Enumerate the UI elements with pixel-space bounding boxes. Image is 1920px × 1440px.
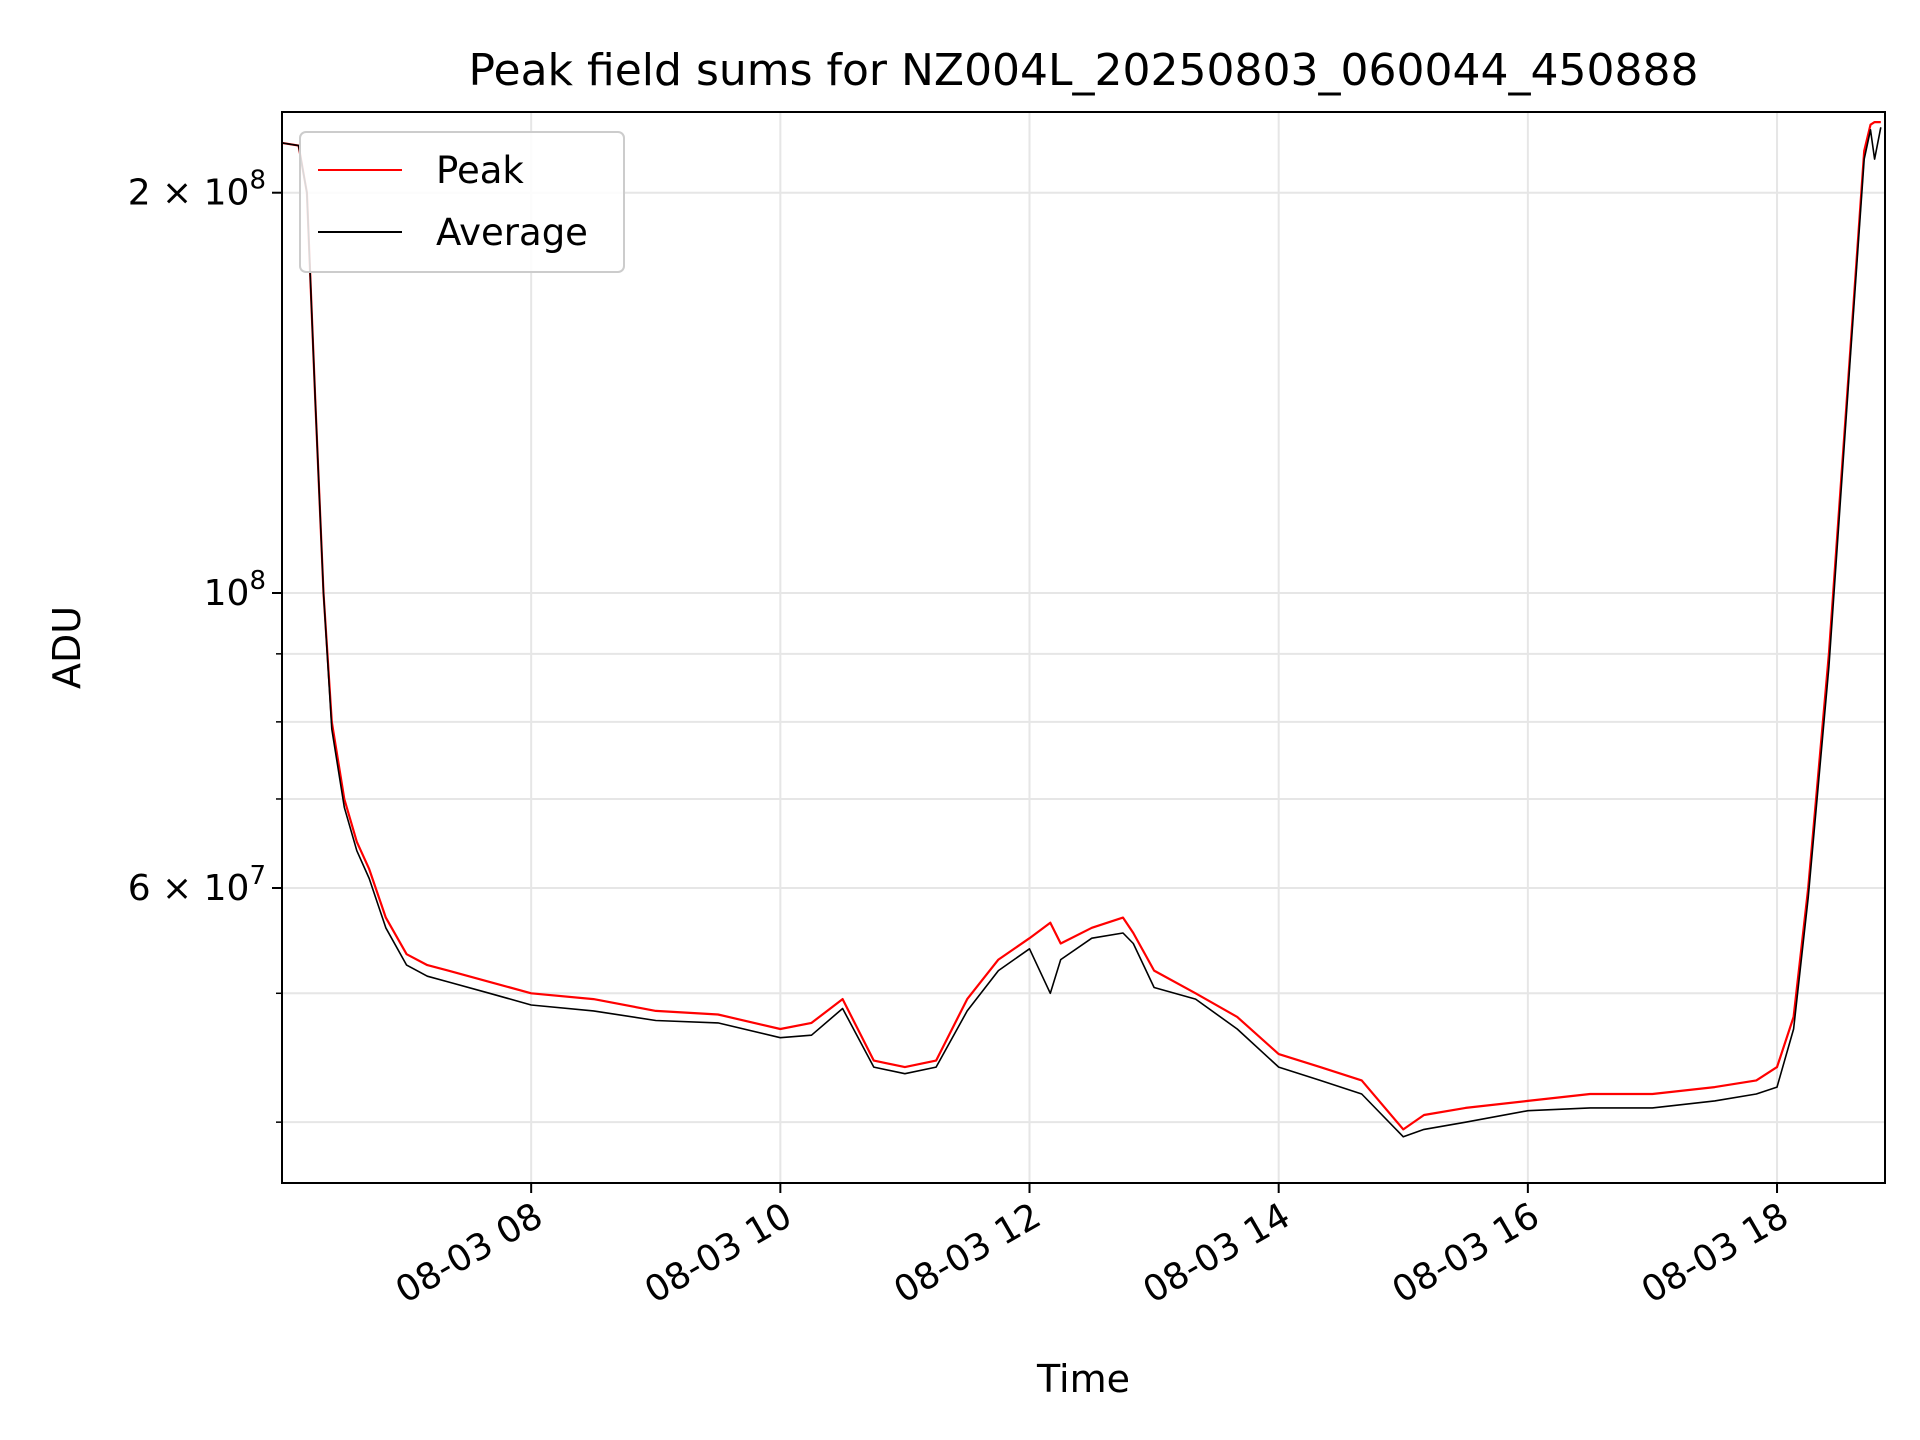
y-axis-label: ADU [45, 606, 89, 689]
plot-series [282, 120, 1882, 1138]
legend: Peak Average [299, 131, 625, 273]
y-tick-label: 108 [204, 566, 266, 614]
legend-label-average: Average [436, 211, 588, 254]
y-tick-label: 6 × 107 [128, 861, 266, 909]
legend-box [299, 131, 625, 273]
y-tick-label: 2 × 108 [128, 166, 266, 214]
series-line-average [282, 127, 1882, 1138]
x-axis-label: Time [1036, 1357, 1130, 1401]
legend-label-peak: Peak [436, 149, 524, 192]
grid-lines [282, 112, 1885, 1183]
series-line-peak [282, 120, 1881, 1131]
axes-frame [281, 111, 1886, 1184]
chart-title: Peak field sums for NZ004L_20250803_0600… [469, 45, 1699, 96]
